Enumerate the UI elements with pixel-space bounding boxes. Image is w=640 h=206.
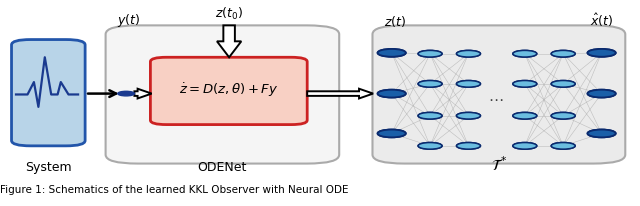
Text: ODENet: ODENet [197, 161, 247, 174]
FancyBboxPatch shape [106, 25, 339, 164]
Circle shape [418, 50, 442, 57]
Text: System: System [25, 161, 71, 174]
Circle shape [588, 130, 616, 137]
Circle shape [588, 90, 616, 97]
Circle shape [456, 143, 481, 149]
Circle shape [513, 81, 537, 87]
Circle shape [551, 143, 575, 149]
Circle shape [551, 112, 575, 119]
Circle shape [513, 50, 537, 57]
Circle shape [551, 50, 575, 57]
Circle shape [513, 143, 537, 149]
Circle shape [456, 143, 481, 149]
Circle shape [551, 81, 575, 87]
Text: $\mathcal{T}^*$: $\mathcal{T}^*$ [491, 156, 508, 174]
Circle shape [513, 143, 537, 149]
Circle shape [378, 49, 406, 57]
Circle shape [378, 49, 406, 57]
Text: $z(t)$: $z(t)$ [384, 14, 406, 29]
Circle shape [551, 81, 575, 87]
Circle shape [456, 50, 481, 57]
Circle shape [551, 50, 575, 57]
Circle shape [551, 143, 575, 149]
Circle shape [418, 143, 442, 149]
Circle shape [378, 130, 406, 137]
Circle shape [418, 81, 442, 87]
Circle shape [513, 81, 537, 87]
Text: $z(t_0)$: $z(t_0)$ [215, 6, 243, 22]
Text: $\dot{z} = D(z,\theta) + Fy$: $\dot{z} = D(z,\theta) + Fy$ [179, 82, 278, 99]
Text: $\cdots$: $\cdots$ [488, 90, 504, 105]
Circle shape [418, 50, 442, 57]
Circle shape [551, 112, 575, 119]
Circle shape [456, 81, 481, 87]
Text: Figure 1: Schematics of the learned KKL Observer with Neural ODE: Figure 1: Schematics of the learned KKL … [0, 185, 349, 195]
Circle shape [118, 91, 134, 96]
Circle shape [378, 90, 406, 97]
FancyBboxPatch shape [372, 25, 625, 164]
Circle shape [513, 112, 537, 119]
Circle shape [418, 143, 442, 149]
Circle shape [456, 50, 481, 57]
Circle shape [588, 49, 616, 57]
Circle shape [588, 49, 616, 57]
Circle shape [456, 112, 481, 119]
Circle shape [513, 50, 537, 57]
Polygon shape [134, 89, 152, 98]
Text: $y(t)$: $y(t)$ [117, 12, 140, 29]
Circle shape [456, 81, 481, 87]
Circle shape [378, 90, 406, 97]
Polygon shape [217, 25, 241, 57]
Polygon shape [307, 89, 373, 98]
Circle shape [418, 112, 442, 119]
Circle shape [456, 112, 481, 119]
FancyBboxPatch shape [150, 57, 307, 125]
Circle shape [588, 90, 616, 97]
Circle shape [378, 130, 406, 137]
Text: $\hat{x}(t)$: $\hat{x}(t)$ [590, 12, 613, 29]
Circle shape [418, 112, 442, 119]
Circle shape [588, 130, 616, 137]
FancyBboxPatch shape [12, 40, 85, 146]
Circle shape [513, 112, 537, 119]
Circle shape [418, 81, 442, 87]
